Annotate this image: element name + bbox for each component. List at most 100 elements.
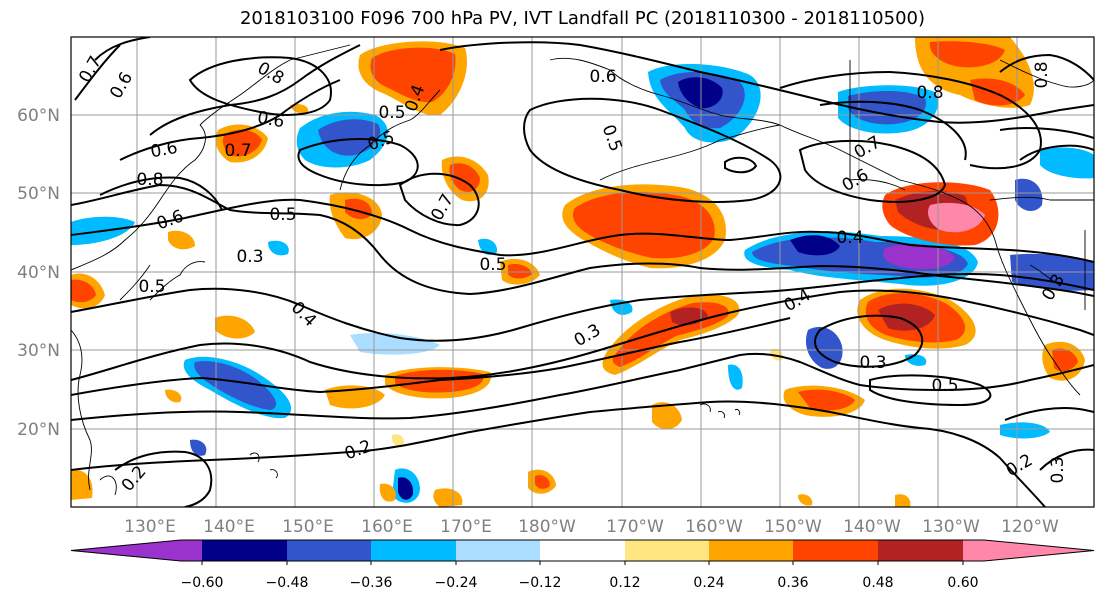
- colorbar-segment: [71, 540, 202, 561]
- anomaly-blob: [379, 483, 396, 502]
- contour-label: 0.5: [479, 255, 506, 275]
- pv-contour: [99, 176, 223, 211]
- contour-label: 0.5: [931, 376, 958, 396]
- longitude-label: 160°W: [685, 517, 743, 537]
- anomaly-blob: [168, 230, 195, 250]
- anomaly-blob: [370, 47, 456, 103]
- coastline: [849, 60, 906, 191]
- contour-label: 0.5: [138, 277, 165, 297]
- anomaly-blob: [433, 488, 463, 507]
- pv-contour: [1004, 407, 1094, 421]
- pv-contour: [869, 374, 992, 407]
- contour-label: 0.3: [859, 353, 886, 373]
- contour-label: 0.6: [589, 67, 616, 87]
- colorbar-tick-label: 0.48: [862, 575, 893, 591]
- anomaly-blob: [222, 129, 262, 157]
- anomaly-blob: [215, 315, 255, 339]
- anomaly-blob: [268, 240, 289, 256]
- anomaly-blob: [728, 364, 743, 390]
- anomaly-blob: [970, 78, 1025, 106]
- pv-contour: [188, 56, 332, 116]
- anomaly-blob: [165, 389, 182, 403]
- anomaly-blob: [1000, 422, 1050, 439]
- contour-label: 0.8: [1032, 61, 1052, 88]
- colorbar-tick-labels: −0.60 −0.48 −0.36 −0.24 −0.12 0.12 0.24 0.36 0.4…: [181, 561, 979, 591]
- coastlines: [71, 44, 1094, 496]
- latitude-label: 20°N: [17, 420, 60, 440]
- colorbar-tick-label: 0.12: [609, 575, 640, 591]
- coastline: [71, 329, 117, 496]
- contour-label: 0.3: [236, 247, 263, 267]
- anomaly-blob: [478, 238, 498, 255]
- contour-label: 0.5: [269, 205, 296, 225]
- latitude-labels: 60°N 50°N 40°N 30°N 20°N: [17, 106, 60, 440]
- anomaly-blob: [848, 91, 926, 125]
- colorbar-segment: [793, 540, 878, 561]
- colorbar-segment: [456, 540, 540, 561]
- anomaly-blob: [71, 279, 96, 303]
- colorbar-outline: [70, 539, 1095, 562]
- anomaly-blob: [929, 41, 1005, 68]
- pv-contour: [999, 53, 1094, 81]
- contour-label: 0.8: [916, 83, 943, 103]
- anomaly-blob: [535, 475, 550, 489]
- pv-contour: [814, 314, 924, 368]
- colorbar-tick-label: −0.24: [435, 575, 478, 591]
- longitude-label: 150°E: [282, 517, 334, 537]
- anomaly-blob: [790, 235, 840, 256]
- coastline: [699, 403, 741, 419]
- latitude-label: 60°N: [17, 106, 60, 126]
- contour-label: 0.7: [224, 141, 251, 161]
- pv-contour: [919, 427, 1046, 507]
- coastline: [599, 124, 781, 181]
- longitude-label: 150°W: [764, 517, 822, 537]
- pv-contour: [71, 289, 1094, 381]
- anomaly-blob: [398, 477, 414, 500]
- anomaly-blob: [395, 369, 484, 393]
- pv-contour: [149, 44, 361, 136]
- colorbar-tick-label: 0.24: [693, 575, 724, 591]
- pv-contour: [71, 317, 791, 396]
- anomaly-blob: [345, 198, 372, 220]
- pv-contour: [71, 183, 1094, 297]
- colorbar-tick-label: −0.36: [350, 575, 393, 591]
- coastline: [999, 59, 1094, 88]
- longitude-label: 170°W: [606, 517, 664, 537]
- colorbar-tick-label: 0.60: [947, 575, 978, 591]
- pv-contour: [71, 272, 1094, 342]
- latitude-label: 40°N: [17, 263, 60, 283]
- pv-contour: [1019, 144, 1094, 161]
- colorbar-tick-label: −0.60: [181, 575, 224, 591]
- anomaly-blob: [798, 389, 855, 411]
- colorbar-segment: [202, 540, 287, 561]
- longitude-label: 130°W: [922, 517, 980, 537]
- anomaly-blob: [678, 77, 723, 109]
- longitude-label: 140°W: [843, 517, 901, 537]
- colorbar-segment: [709, 540, 793, 561]
- pv-contour: [398, 172, 480, 227]
- anomaly-blob: [1040, 147, 1094, 179]
- colorbar-segment: [540, 540, 625, 561]
- contour-label: 0.6: [149, 138, 179, 162]
- pv-contour: [71, 198, 1094, 263]
- anomaly-blob: [391, 434, 404, 447]
- pv-contour: [779, 70, 1042, 170]
- longitude-label: 160°E: [361, 517, 413, 537]
- pv-contour: [523, 97, 782, 203]
- plot-frame: [70, 36, 1095, 508]
- coastline: [549, 57, 1081, 396]
- pv-contour: [74, 44, 121, 101]
- latitude-label: 50°N: [17, 184, 60, 204]
- longitude-label: 120°W: [1001, 517, 1059, 537]
- anomaly-blob: [652, 402, 682, 430]
- anomaly-blob: [318, 119, 381, 156]
- longitude-label: 130°E: [124, 517, 176, 537]
- pv-contour: [114, 450, 213, 507]
- contour-label: 0.4: [836, 228, 863, 248]
- colorbar: [70, 539, 1095, 562]
- anomaly-blob: [895, 494, 911, 507]
- longitude-label: 180°W: [518, 517, 576, 537]
- coastline: [71, 44, 351, 301]
- colorbar-tick-label: −0.48: [266, 575, 309, 591]
